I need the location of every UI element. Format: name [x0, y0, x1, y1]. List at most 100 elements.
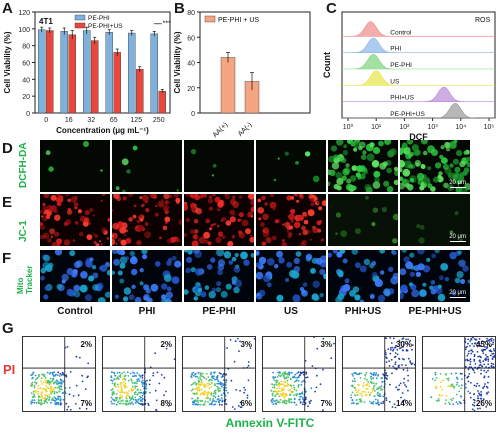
panel-letter-d: D — [2, 140, 13, 157]
flow-event — [210, 394, 213, 396]
cell-dot — [430, 288, 437, 295]
chart-c-ylabel: Count — [322, 52, 332, 78]
cell-dot — [117, 270, 123, 276]
flow-event — [278, 401, 281, 404]
flow-event — [350, 394, 352, 396]
cell-dot — [66, 288, 74, 296]
flow-event — [478, 342, 481, 345]
flow-event — [305, 396, 307, 399]
cell-dot — [269, 194, 275, 198]
cell-dot — [335, 232, 338, 235]
flow-event — [34, 381, 36, 384]
flow-event — [110, 400, 113, 403]
cell-dot — [369, 142, 375, 148]
flow-event — [117, 378, 120, 380]
flow-event — [60, 374, 63, 376]
cell-dot — [435, 287, 443, 295]
flow-event — [475, 339, 478, 341]
cell-dot — [195, 268, 203, 276]
micrograph-row2-col3 — [256, 250, 326, 302]
flow-event — [493, 349, 496, 352]
cell-dot — [194, 194, 200, 201]
cell-dot — [217, 259, 226, 267]
cell-dot — [50, 236, 53, 239]
flow-event — [278, 390, 281, 393]
cell-dot — [241, 219, 249, 227]
flow-event — [58, 385, 61, 387]
flow-event — [456, 403, 459, 405]
cell-dot — [114, 294, 119, 299]
flow-event — [226, 347, 228, 349]
flow-event — [441, 394, 443, 397]
flow-event — [51, 380, 54, 382]
cell-dot — [389, 148, 397, 156]
cell-dot — [386, 167, 392, 174]
flow-event — [59, 373, 62, 375]
cell-dot — [112, 222, 119, 230]
cell-dot — [162, 225, 168, 231]
flow-event — [285, 402, 288, 404]
flow-event — [299, 371, 302, 374]
flow-event — [136, 401, 139, 404]
cell-dot — [91, 265, 97, 270]
flow-event — [287, 383, 289, 386]
cell-dot — [139, 214, 142, 218]
cell-dot — [122, 196, 127, 201]
cell-dot — [49, 228, 55, 235]
flow-event — [398, 384, 401, 387]
flow-event — [389, 337, 392, 339]
cell-dot — [329, 169, 336, 176]
flow-event — [75, 355, 78, 358]
cell-dot — [86, 234, 93, 240]
cell-dot — [212, 194, 216, 196]
micrograph-row0-col3 — [256, 140, 326, 192]
flow-event — [57, 398, 59, 400]
flow-event — [469, 360, 472, 363]
cell-dot — [238, 212, 244, 218]
cell-dot — [331, 162, 340, 170]
flow-event — [154, 352, 156, 355]
cell-dot — [249, 236, 254, 243]
flow-plot-1: 2% 8% — [102, 336, 176, 412]
cell-dot — [40, 275, 45, 281]
flow-event — [330, 357, 333, 360]
cell-dot — [209, 206, 213, 211]
flow-event — [273, 386, 276, 389]
flow-event — [381, 388, 384, 391]
flow-event — [68, 386, 71, 389]
cell-dot — [302, 282, 308, 287]
cell-dot — [273, 178, 277, 182]
flow-event — [313, 336, 315, 339]
flow-event — [289, 389, 292, 392]
flow-event — [222, 374, 224, 376]
flow-event — [62, 398, 65, 401]
flow-event — [56, 386, 59, 389]
flow-event — [190, 384, 193, 386]
flow-event — [200, 392, 203, 395]
flow-event — [134, 402, 137, 404]
flow-event — [249, 347, 252, 349]
flow-event — [59, 385, 62, 387]
flow-event — [391, 406, 394, 408]
flow-event — [445, 399, 447, 401]
flow-event — [471, 403, 474, 406]
cell-dot — [282, 239, 285, 242]
flow-event — [136, 385, 138, 388]
cell-dot — [45, 264, 53, 272]
flow-event — [469, 363, 472, 366]
flow-event — [113, 378, 116, 381]
flow-event — [53, 392, 56, 395]
cell-dot — [384, 140, 392, 145]
cell-dot — [56, 239, 60, 243]
flow-event — [40, 403, 43, 406]
chart-c-xtick-label: 10⁵ — [484, 124, 495, 131]
flow-event — [406, 369, 409, 372]
flow-event — [283, 401, 286, 404]
flow-event — [319, 383, 322, 386]
flow-event — [487, 360, 490, 362]
cell-dot — [185, 217, 190, 223]
flow-event — [305, 376, 307, 379]
flow-event — [380, 389, 382, 391]
cell-dot — [145, 208, 150, 213]
cell-dot — [45, 150, 51, 156]
